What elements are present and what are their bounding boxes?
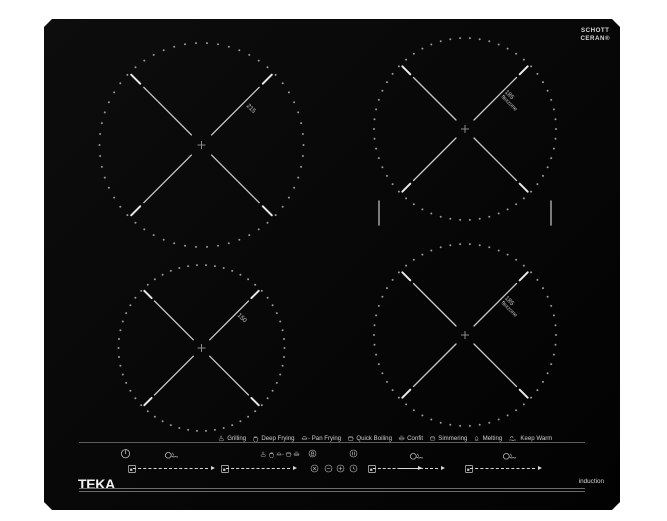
svg-text:150: 150 xyxy=(236,312,249,325)
svg-text:215: 215 xyxy=(245,103,258,116)
